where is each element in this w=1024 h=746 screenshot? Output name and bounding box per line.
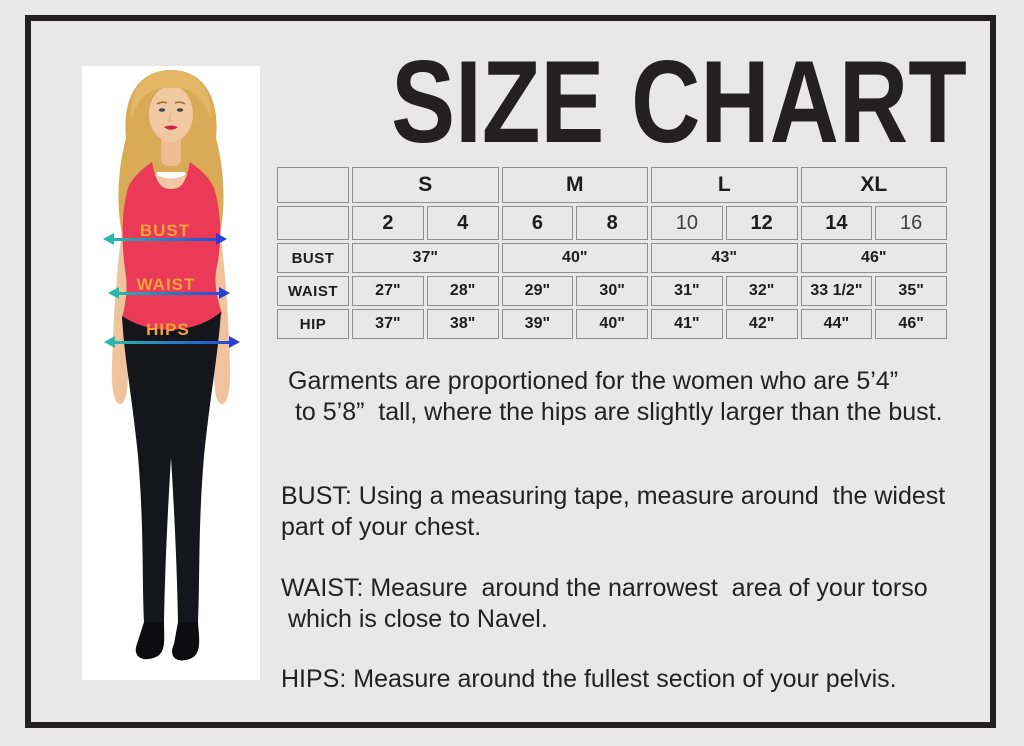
- hip-value-cell: 41": [651, 309, 723, 339]
- page-title: SIZE CHART: [391, 36, 967, 167]
- bust-value-cell: 37": [352, 243, 499, 273]
- waist-value-cell: 32": [725, 276, 798, 306]
- size-group-cell: S: [352, 167, 499, 203]
- size-group-row: S M L XL: [277, 167, 947, 203]
- hips-measure-label: HIPS: [146, 320, 190, 339]
- size-group-cell: M: [501, 167, 648, 203]
- numeric-size-cell: 10: [651, 206, 723, 240]
- numeric-size-cell: 8: [576, 206, 648, 240]
- proportion-note: Garments are proportioned for the women …: [288, 367, 943, 426]
- corner-cell: [277, 167, 349, 203]
- waist-value-cell: 31": [651, 276, 723, 306]
- model-photo: BUST WAIST HIPS: [82, 66, 260, 680]
- bust-measure-label: BUST: [139, 221, 191, 240]
- outer-frame: [25, 15, 996, 728]
- size-group-cell: XL: [800, 167, 947, 203]
- hip-value-cell: 44": [800, 309, 873, 339]
- bust-arrow-icon: [103, 233, 227, 245]
- waist-value-cell: 29": [501, 276, 574, 306]
- model-illustration: [82, 66, 260, 680]
- hips-arrow-icon: [104, 336, 240, 348]
- hip-value-cell: 39": [501, 309, 574, 339]
- numeric-size-cell: 2: [352, 206, 424, 240]
- waist-value-cell: 30": [576, 276, 648, 306]
- hip-value-cell: 46": [875, 309, 947, 339]
- size-group-cell: L: [651, 167, 798, 203]
- waist-value-cell: 35": [875, 276, 947, 306]
- waist-value-cell: 27": [352, 276, 424, 306]
- bust-row: BUST 37" 40" 43" 46": [277, 243, 947, 273]
- size-table: S M L XL 2 4 6 8 10 12 14 16 BUST 37" 40…: [274, 164, 950, 342]
- numeric-size-cell: 14: [800, 206, 873, 240]
- numeric-size-cell: 6: [501, 206, 574, 240]
- waist-row-label: WAIST: [277, 276, 349, 306]
- waist-measure-label: WAIST: [136, 275, 196, 294]
- waist-instruction: WAIST: Measure around the narrowest area…: [281, 574, 928, 633]
- numeric-size-cell: 12: [725, 206, 798, 240]
- bust-row-label: BUST: [277, 243, 349, 273]
- bust-value-cell: 40": [501, 243, 648, 273]
- waist-arrow-icon: [108, 287, 230, 299]
- corner-cell: [277, 206, 349, 240]
- waist-value-cell: 33 1/2": [800, 276, 873, 306]
- numeric-size-row: 2 4 6 8 10 12 14 16: [277, 206, 947, 240]
- hip-row-label: HIP: [277, 309, 349, 339]
- bust-instruction: BUST: Using a measuring tape, measure ar…: [281, 482, 946, 541]
- hip-row: HIP 37" 38" 39" 40" 41" 42" 44" 46": [277, 309, 947, 339]
- bust-value-cell: 46": [800, 243, 947, 273]
- hips-instruction: HIPS: Measure around the fullest section…: [281, 665, 897, 693]
- hip-value-cell: 42": [725, 309, 798, 339]
- waist-value-cell: 28": [426, 276, 499, 306]
- hip-value-cell: 40": [576, 309, 648, 339]
- hip-value-cell: 38": [426, 309, 499, 339]
- bust-value-cell: 43": [651, 243, 798, 273]
- hip-value-cell: 37": [352, 309, 424, 339]
- numeric-size-cell: 4: [426, 206, 499, 240]
- numeric-size-cell: 16: [875, 206, 947, 240]
- waist-row: WAIST 27" 28" 29" 30" 31" 32" 33 1/2" 35…: [277, 276, 947, 306]
